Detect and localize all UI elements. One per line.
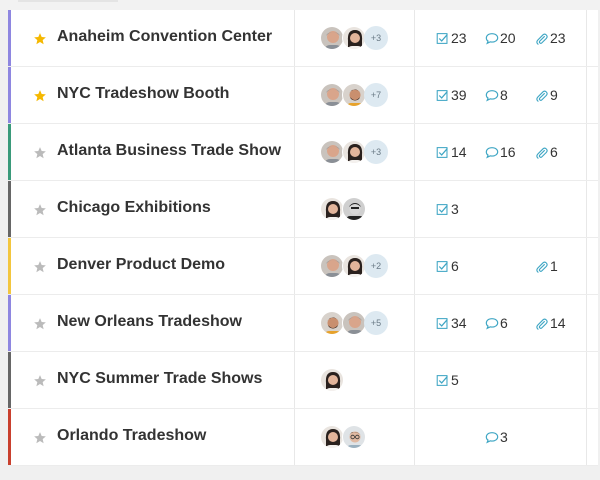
task-count: 39 [451, 87, 467, 103]
task-count: 3 [451, 201, 459, 217]
star-icon[interactable] [33, 374, 47, 388]
star-icon[interactable] [33, 89, 47, 103]
project-name[interactable]: Chicago Exhibitions [57, 199, 211, 216]
project-name[interactable]: Orlando Tradeshow [57, 427, 207, 444]
attachment-count: 6 [550, 144, 558, 160]
project-row[interactable]: Denver Product Demo +2 6 1 [8, 238, 598, 295]
star-icon[interactable] [33, 203, 47, 217]
project-color-bar [8, 181, 11, 237]
column-divider [414, 10, 415, 466]
project-name[interactable]: New Orleans Tradeshow [57, 313, 242, 330]
project-row[interactable]: NYC Summer Trade Shows 5 [8, 352, 598, 409]
avatar[interactable] [320, 197, 344, 221]
project-name[interactable]: Anaheim Convention Center [57, 28, 273, 45]
task-count: 6 [451, 258, 459, 274]
project-color-bar [8, 295, 11, 351]
project-row[interactable]: Orlando Tradeshow 3 [8, 409, 598, 466]
task-count: 23 [451, 30, 467, 46]
attachment-count: 9 [550, 87, 558, 103]
avatar[interactable] [320, 83, 344, 107]
project-row[interactable]: NYC Tradeshow Booth +7 39 8 9 [8, 67, 598, 124]
project-row[interactable]: Atlanta Business Trade Show +3 14 16 6 [8, 124, 598, 181]
comment-count: 6 [500, 315, 508, 331]
project-name[interactable]: Atlanta Business Trade Show [57, 142, 282, 159]
attachment-count: 23 [550, 30, 566, 46]
task-count: 34 [451, 315, 467, 331]
star-icon[interactable] [33, 431, 47, 445]
project-color-bar [8, 67, 11, 123]
avatar[interactable] [342, 425, 366, 449]
attachment-count: 1 [550, 258, 558, 274]
task-count: 14 [451, 144, 467, 160]
column-divider [294, 10, 295, 466]
avatar[interactable] [342, 140, 366, 164]
project-color-bar [8, 124, 11, 180]
avatar[interactable] [320, 311, 344, 335]
avatar[interactable] [342, 83, 366, 107]
project-color-bar [8, 409, 11, 465]
project-row[interactable]: New Orleans Tradeshow +5 34 6 14 [8, 295, 598, 352]
comment-count: 8 [500, 87, 508, 103]
project-name[interactable]: Denver Product Demo [57, 256, 226, 273]
avatar[interactable] [320, 425, 344, 449]
star-icon[interactable] [33, 260, 47, 274]
avatar[interactable] [320, 26, 344, 50]
more-members-badge[interactable]: +3 [364, 26, 388, 50]
project-list: Anaheim Convention Center +3 23 20 23 NYC Tra… [8, 10, 598, 466]
top-strip [0, 0, 600, 10]
star-icon[interactable] [33, 146, 47, 160]
task-count: 5 [451, 372, 459, 388]
project-color-bar [8, 352, 11, 408]
comment-count: 3 [500, 429, 508, 445]
more-members-badge[interactable]: +2 [364, 254, 388, 278]
comment-count: 16 [500, 144, 516, 160]
project-name[interactable]: NYC Tradeshow Booth [57, 85, 230, 102]
more-members-badge[interactable]: +7 [364, 83, 388, 107]
avatar[interactable] [342, 311, 366, 335]
star-icon[interactable] [33, 317, 47, 331]
avatar[interactable] [342, 254, 366, 278]
comment-count: 20 [500, 30, 516, 46]
avatar[interactable] [320, 140, 344, 164]
avatar[interactable] [320, 254, 344, 278]
attachment-count: 14 [550, 315, 566, 331]
avatar[interactable] [320, 368, 344, 392]
more-members-badge[interactable]: +5 [364, 311, 388, 335]
project-color-bar [8, 10, 11, 66]
more-members-badge[interactable]: +3 [364, 140, 388, 164]
column-divider [586, 10, 587, 466]
avatar[interactable] [342, 26, 366, 50]
project-name[interactable]: NYC Summer Trade Shows [57, 370, 263, 387]
project-color-bar [8, 238, 11, 294]
avatar[interactable] [342, 197, 366, 221]
project-row[interactable]: Anaheim Convention Center +3 23 20 23 [8, 10, 598, 67]
project-row[interactable]: Chicago Exhibitions 3 [8, 181, 598, 238]
star-icon[interactable] [33, 32, 47, 46]
